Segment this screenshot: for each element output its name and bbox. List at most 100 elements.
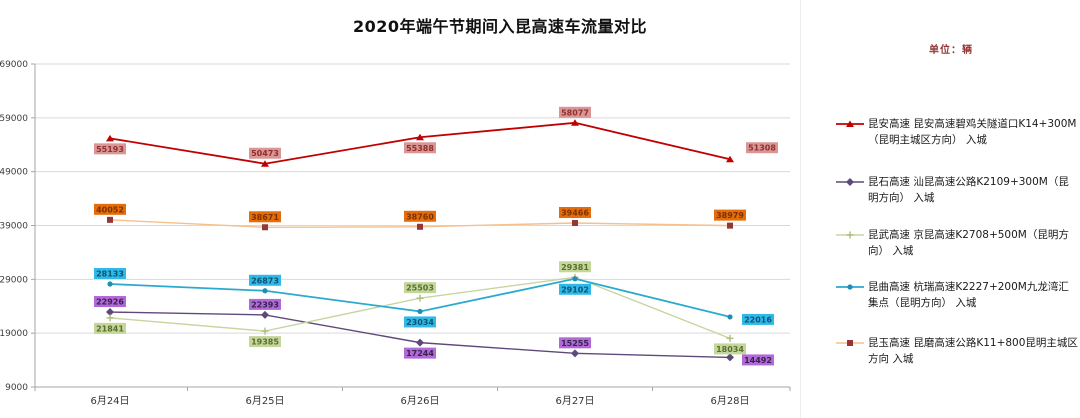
data-label: 40052: [96, 205, 124, 214]
y-tick-label: 9000: [5, 383, 28, 393]
legend-label: 昆安高速 昆安高速碧鸡关隧道口K14+300M（昆明主城区方向） 入城: [868, 118, 1077, 147]
data-label: 18034: [716, 345, 744, 354]
data-label: 23034: [406, 318, 434, 327]
legend-label: 昆曲高速 杭瑞高速K2227+200M九龙湾汇集点（昆明方向） 入城: [868, 281, 1069, 310]
legend-marker-icon: [836, 284, 864, 290]
legend-marker: [846, 178, 854, 186]
unit-label: 单位：辆: [929, 45, 973, 56]
legend-item-4: 昆曲高速 杭瑞高速K2227+200M九龙湾汇集点（昆明方向） 入城: [836, 279, 1078, 312]
y-tick-label: 59000: [0, 114, 28, 124]
data-label: 55193: [96, 145, 124, 154]
legend-item-2: 昆石高速 汕昆高速公路K2109+300M（昆明方向） 入城: [836, 174, 1078, 207]
data-label: 17244: [406, 349, 434, 358]
legend-label: 昆武高速 京昆高速K2708+500M（昆明方向） 入城: [868, 229, 1069, 258]
x-tick-label: 6月26日: [400, 395, 439, 407]
data-point: [416, 133, 424, 141]
data-label: 21841: [96, 324, 124, 333]
data-label-bg: [559, 261, 591, 273]
data-label: 15255: [561, 339, 589, 348]
data-point: [727, 222, 733, 229]
legend-marker: [847, 340, 853, 346]
data-point: [726, 353, 734, 362]
data-label-bg: [94, 143, 126, 155]
data-point: [571, 119, 579, 126]
data-label: 38979: [716, 211, 744, 220]
legend-item-3: 昆武高速 京昆高速K2708+500M（昆明方向） 入城: [836, 227, 1078, 260]
data-label-bg: [94, 296, 126, 308]
y-tick-label: 69000: [0, 60, 28, 70]
data-label-bg: [94, 268, 126, 280]
data-point: [107, 281, 113, 287]
data-label-bg: [714, 209, 746, 221]
data-label: 58077: [561, 108, 589, 117]
data-label-bg: [559, 206, 591, 218]
data-label-bg: [742, 313, 774, 325]
legend-label: 昆石高速 汕昆高速公路K2109+300M（昆明方向） 入城: [868, 176, 1069, 205]
data-label-bg: [404, 210, 436, 222]
data-point: [416, 338, 424, 347]
data-point: [107, 216, 113, 223]
chart-title: 2020年端午节期间入昆高速车流量对比: [352, 17, 648, 36]
data-label-bg: [746, 142, 778, 154]
data-label-bg: [249, 211, 281, 223]
y-tick-label: 19000: [0, 329, 28, 339]
data-point: [726, 155, 734, 163]
legend-marker-icon: [836, 178, 864, 186]
data-label: 50473: [251, 149, 279, 158]
data-point: [417, 223, 423, 230]
data-label: 22926: [96, 298, 124, 307]
y-tick-label: 49000: [0, 168, 28, 178]
legend-marker: [847, 284, 853, 290]
data-label-bg: [404, 347, 436, 359]
data-label: 25503: [406, 284, 434, 293]
data-label-bg: [249, 298, 281, 310]
data-label-bg: [404, 282, 436, 294]
data-label: 26873: [251, 276, 279, 285]
data-point: [106, 134, 114, 142]
legend-marker: [846, 120, 854, 127]
legend-label: 昆玉高速 昆磨高速公路K11+800昆明主城区方向 入城: [868, 337, 1078, 366]
column-separator: [800, 0, 801, 418]
data-label-bg: [94, 322, 126, 334]
data-point: [261, 160, 269, 167]
data-point: [572, 219, 578, 226]
data-label-bg: [714, 343, 746, 355]
legend-item-5: 昆玉高速 昆磨高速公路K11+800昆明主城区方向 入城: [836, 335, 1078, 368]
data-label: 29381: [561, 263, 589, 272]
data-point: [727, 314, 733, 320]
data-label: 14492: [744, 356, 772, 365]
data-point: [572, 276, 578, 282]
data-label-bg: [249, 274, 281, 286]
data-label-bg: [559, 337, 591, 349]
data-label-bg: [249, 336, 281, 348]
x-tick-label: 6月24日: [90, 395, 129, 407]
data-label: 19385: [251, 338, 279, 347]
x-tick-label: 6月27日: [555, 395, 594, 407]
y-tick-label: 29000: [0, 275, 28, 285]
data-point: [571, 349, 579, 358]
data-label: 55388: [406, 144, 434, 153]
legend-marker-icon: [836, 231, 864, 239]
data-label-bg: [249, 147, 281, 159]
data-label: 38671: [251, 213, 279, 222]
data-label-bg: [559, 106, 591, 118]
data-label-bg: [404, 142, 436, 154]
x-tick-label: 6月25日: [245, 395, 284, 407]
chart-legend: 昆安高速 昆安高速碧鸡关隧道口K14+300M（昆明主城区方向） 入城 昆石高速 …: [836, 0, 1078, 418]
data-point: [417, 308, 423, 315]
data-label: 38760: [406, 212, 434, 221]
data-point: [106, 308, 114, 317]
data-label: 51308: [748, 144, 776, 153]
data-label: 22016: [744, 315, 772, 324]
data-label: 29102: [561, 285, 589, 294]
data-label: 22393: [251, 300, 279, 309]
data-label-bg: [559, 283, 591, 295]
x-tick-label: 6月28日: [710, 395, 749, 407]
data-label: 28133: [96, 270, 124, 279]
data-label: 39466: [561, 208, 589, 217]
data-label-bg: [742, 354, 774, 366]
data-label-bg: [94, 203, 126, 215]
data-point: [261, 310, 269, 319]
data-label-bg: [404, 316, 436, 328]
line-chart-plot: 69000 59000 49000 39000 29000 19000 9000 6月24日 6…: [0, 60, 791, 407]
